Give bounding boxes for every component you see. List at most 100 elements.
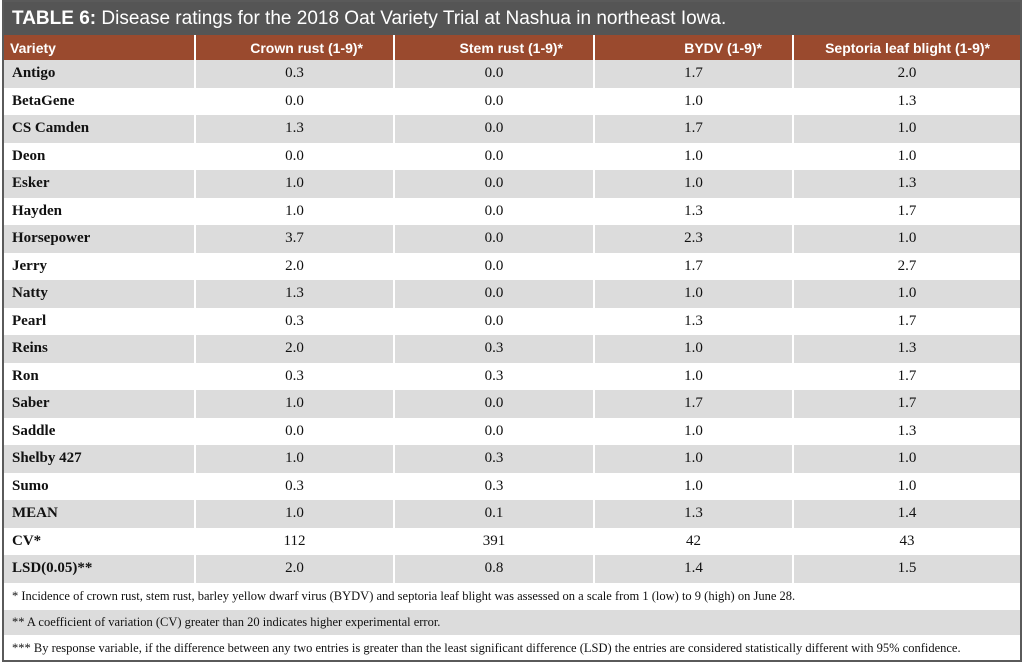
value-cell: 1.0 <box>194 500 394 528</box>
value-cell: 0.3 <box>393 445 594 473</box>
value-cell: 1.7 <box>593 60 793 88</box>
value-cell: 1.0 <box>194 445 394 473</box>
value-cell: 1.0 <box>593 280 793 308</box>
value-cell: 0.3 <box>393 362 594 390</box>
value-cell: 1.7 <box>792 362 1020 390</box>
value-cell: 43 <box>792 527 1020 555</box>
note-row: *** By response variable, if the differe… <box>4 634 1020 661</box>
value-cell: 0.0 <box>393 280 594 308</box>
value-cell: 0.0 <box>393 170 594 198</box>
value-cell: 1.3 <box>593 307 793 335</box>
value-cell: 3.7 <box>194 225 394 253</box>
column-header: Variety <box>4 35 195 60</box>
variety-cell: Reins <box>4 335 195 363</box>
header-row: Variety Crown rust (1-9)* Stem rust (1-9)*… <box>4 35 1020 60</box>
value-cell: 0.0 <box>393 252 594 280</box>
value-cell: 1.0 <box>194 390 394 418</box>
value-cell: 2.0 <box>194 555 394 583</box>
value-cell: 0.0 <box>194 142 394 170</box>
table-row: Deon 0.0 0.0 1.0 1.0 <box>4 142 1020 170</box>
footnote: *** By response variable, if the differe… <box>4 634 1020 661</box>
value-cell: 1.0 <box>593 142 793 170</box>
value-cell: 0.0 <box>393 115 594 143</box>
column-header: Crown rust (1-9)* <box>194 35 394 60</box>
variety-cell: Ron <box>12 367 39 384</box>
value-cell: 0.3 <box>194 307 394 335</box>
value-cell: 0.0 <box>194 417 394 445</box>
table-row: Esker 1.0 0.0 1.0 1.3 <box>4 170 1020 198</box>
table-label: TABLE 6: <box>12 8 97 29</box>
value-cell: 1.7 <box>792 307 1020 335</box>
table-row: Sumo 0.3 0.3 1.0 1.0 <box>4 472 1020 500</box>
table-row: Horsepower 3.7 0.0 2.3 1.0 <box>4 225 1020 253</box>
table-row: Reins 2.0 0.3 1.0 1.3 <box>4 335 1020 363</box>
value-cell: 1.0 <box>792 225 1020 253</box>
value-cell: 0.0 <box>393 307 594 335</box>
value-cell: 1.0 <box>792 142 1020 170</box>
value-cell: 1.0 <box>593 417 793 445</box>
variety-cell: Saddle <box>12 422 56 439</box>
table-row: Ron 0.3 0.3 1.0 1.7 <box>4 362 1020 390</box>
table-row: Jerry 2.0 0.0 1.7 2.7 <box>4 252 1020 280</box>
value-cell: 0.3 <box>194 472 394 500</box>
value-cell: 1.0 <box>792 280 1020 308</box>
value-cell: 0.3 <box>393 335 594 363</box>
value-cell: 42 <box>593 527 793 555</box>
table-row: Natty 1.3 0.0 1.0 1.0 <box>4 280 1020 308</box>
value-cell: 1.3 <box>792 87 1020 115</box>
value-cell: 1.7 <box>593 252 793 280</box>
value-cell: 0.0 <box>393 60 594 88</box>
value-cell: 1.3 <box>593 500 793 528</box>
variety-cell: Esker <box>4 170 195 198</box>
value-cell: 2.0 <box>194 335 394 363</box>
variety-cell: CS Camden <box>4 115 195 143</box>
table-row: BetaGene 0.0 0.0 1.0 1.3 <box>4 87 1020 115</box>
variety-cell: Natty <box>4 280 195 308</box>
table-row: MEAN 1.0 0.1 1.3 1.4 <box>4 500 1020 528</box>
value-cell: 1.0 <box>593 362 793 390</box>
value-cell: 0.1 <box>393 500 594 528</box>
value-cell: 1.0 <box>792 445 1020 473</box>
note-row: * Incidence of crown rust, stem rust, ba… <box>4 582 1020 609</box>
footnote: * Incidence of crown rust, stem rust, ba… <box>4 582 1020 609</box>
variety-cell: Antigo <box>4 60 195 88</box>
value-cell: 1.4 <box>593 555 793 583</box>
value-cell: 1.7 <box>593 390 793 418</box>
variety-cell: Pearl <box>12 312 47 329</box>
value-cell: 1.0 <box>792 115 1020 143</box>
value-cell: 1.0 <box>593 335 793 363</box>
value-cell: 1.0 <box>194 170 394 198</box>
value-cell: 1.4 <box>792 500 1020 528</box>
variety-cell: BetaGene <box>12 92 75 109</box>
value-cell: 1.0 <box>194 197 394 225</box>
table-title: Disease ratings for the 2018 Oat Variety… <box>101 8 727 29</box>
value-cell: 1.0 <box>593 87 793 115</box>
table-row: Saddle 0.0 0.0 1.0 1.3 <box>4 417 1020 445</box>
variety-cell: CV* <box>12 532 42 549</box>
value-cell: 1.3 <box>792 170 1020 198</box>
value-cell: 0.3 <box>393 472 594 500</box>
value-cell: 1.7 <box>792 197 1020 225</box>
value-cell: 0.0 <box>393 142 594 170</box>
value-cell: 1.7 <box>593 115 793 143</box>
value-cell: 1.3 <box>194 115 394 143</box>
column-header: Septoria leaf blight (1-9)* <box>792 35 1020 60</box>
value-cell: 1.0 <box>792 472 1020 500</box>
table-row: Saber 1.0 0.0 1.7 1.7 <box>4 390 1020 418</box>
value-cell: 0.0 <box>393 87 594 115</box>
table-row: Pearl 0.3 0.0 1.3 1.7 <box>4 307 1020 335</box>
value-cell: 1.3 <box>792 417 1020 445</box>
value-cell: 0.0 <box>393 197 594 225</box>
value-cell: 0.8 <box>393 555 594 583</box>
value-cell: 1.0 <box>593 445 793 473</box>
title-bar: TABLE 6: Disease ratings for the 2018 Oa… <box>4 2 1020 35</box>
table-row: CV* 112 391 42 43 <box>4 527 1020 555</box>
note-row: ** A coefficient of variation (CV) great… <box>4 608 1020 635</box>
value-cell: 1.3 <box>194 280 394 308</box>
value-cell: 2.0 <box>194 252 394 280</box>
value-cell: 0.0 <box>393 390 594 418</box>
value-cell: 0.3 <box>194 362 394 390</box>
value-cell: 2.0 <box>792 60 1020 88</box>
table-row: CS Camden 1.3 0.0 1.7 1.0 <box>4 115 1020 143</box>
value-cell: 1.3 <box>593 197 793 225</box>
